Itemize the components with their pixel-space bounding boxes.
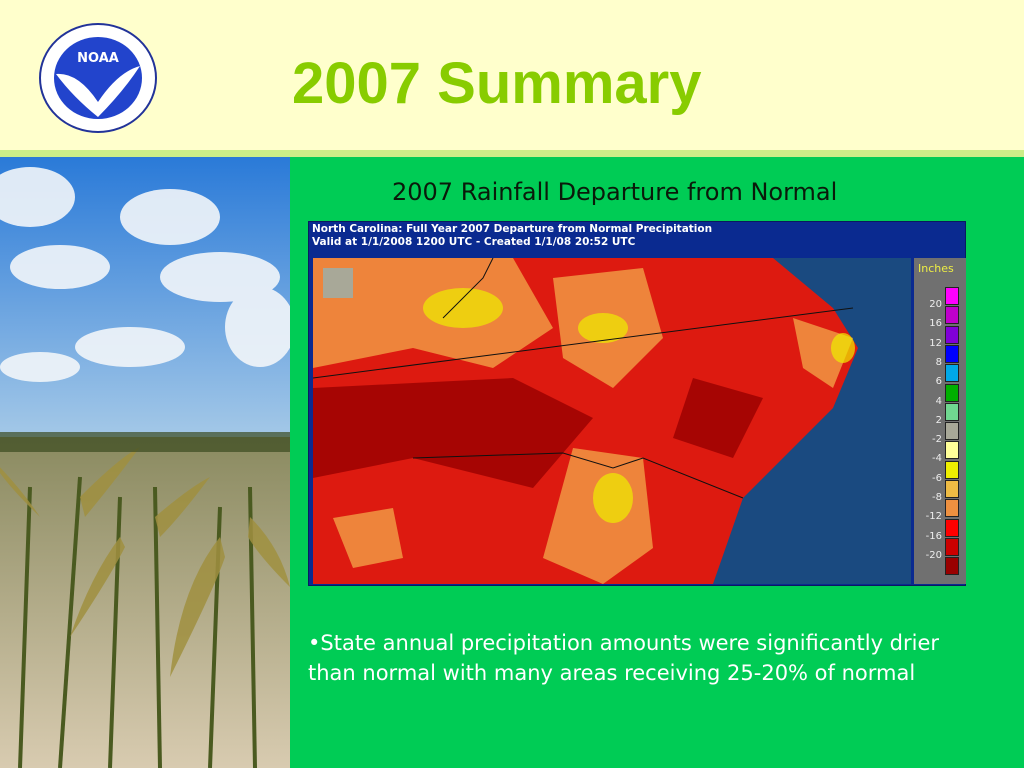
legend-swatch	[945, 325, 959, 344]
legend-swatch	[945, 537, 959, 556]
legend-swatch	[945, 306, 959, 325]
legend-swatch	[945, 460, 959, 479]
legend-swatch	[945, 422, 959, 441]
summary-bullet: •State annual precipitation amounts were…	[308, 631, 940, 685]
legend-tick: 12	[929, 337, 942, 349]
figure-subtitle: 2007 Rainfall Departure from Normal	[392, 178, 838, 206]
legend-tick: -12	[925, 511, 942, 523]
legend-tick: 16	[929, 318, 942, 330]
legend-swatch	[945, 480, 959, 498]
legend-swatch	[945, 402, 959, 421]
legend-swatch	[945, 344, 959, 363]
legend-tick: 4	[935, 395, 942, 407]
map-valid-time: Valid at 1/1/2008 1200 UTC - Created 1/1…	[312, 236, 636, 248]
legend-tick: -4	[932, 453, 942, 465]
legend-tick: 20	[929, 299, 942, 310]
legend-swatch	[945, 383, 959, 402]
legend-tick: -20	[925, 549, 942, 561]
noaa-logo: NOAA	[39, 23, 157, 133]
legend-swatch	[945, 364, 959, 383]
legend-unit: Inches	[918, 262, 954, 275]
legend-tick: -16	[925, 530, 942, 542]
page-title: 2007 Summary	[292, 51, 702, 116]
legend-swatch	[945, 557, 959, 576]
legend-tick: -6	[932, 472, 942, 484]
legend-tick: -2	[932, 434, 942, 446]
map-title: North Carolina: Full Year 2007 Departure…	[312, 223, 713, 235]
legend-tick: 6	[935, 376, 942, 388]
header-divider	[0, 150, 1024, 157]
map-legend: Inches 20 16 12 8 6 4 2 -2 -4 -6 -8 -12 -16 -20	[914, 258, 966, 584]
header-band	[0, 0, 1024, 150]
drought-cornfield-photo	[0, 157, 290, 768]
legend-swatch	[945, 518, 959, 537]
legend-swatch	[945, 287, 959, 305]
legend-tick: 8	[935, 356, 942, 368]
legend-tick: -8	[932, 492, 942, 503]
legend-swatch	[945, 441, 959, 460]
legend-swatch	[945, 499, 959, 518]
precipitation-map: North Carolina: Full Year 2007 Departure…	[308, 221, 966, 586]
logo-text: NOAA	[77, 51, 119, 66]
map-image	[313, 258, 911, 584]
legend-tick: 2	[935, 414, 942, 426]
